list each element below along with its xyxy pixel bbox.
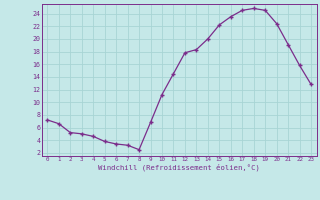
X-axis label: Windchill (Refroidissement éolien,°C): Windchill (Refroidissement éolien,°C)	[98, 164, 260, 171]
